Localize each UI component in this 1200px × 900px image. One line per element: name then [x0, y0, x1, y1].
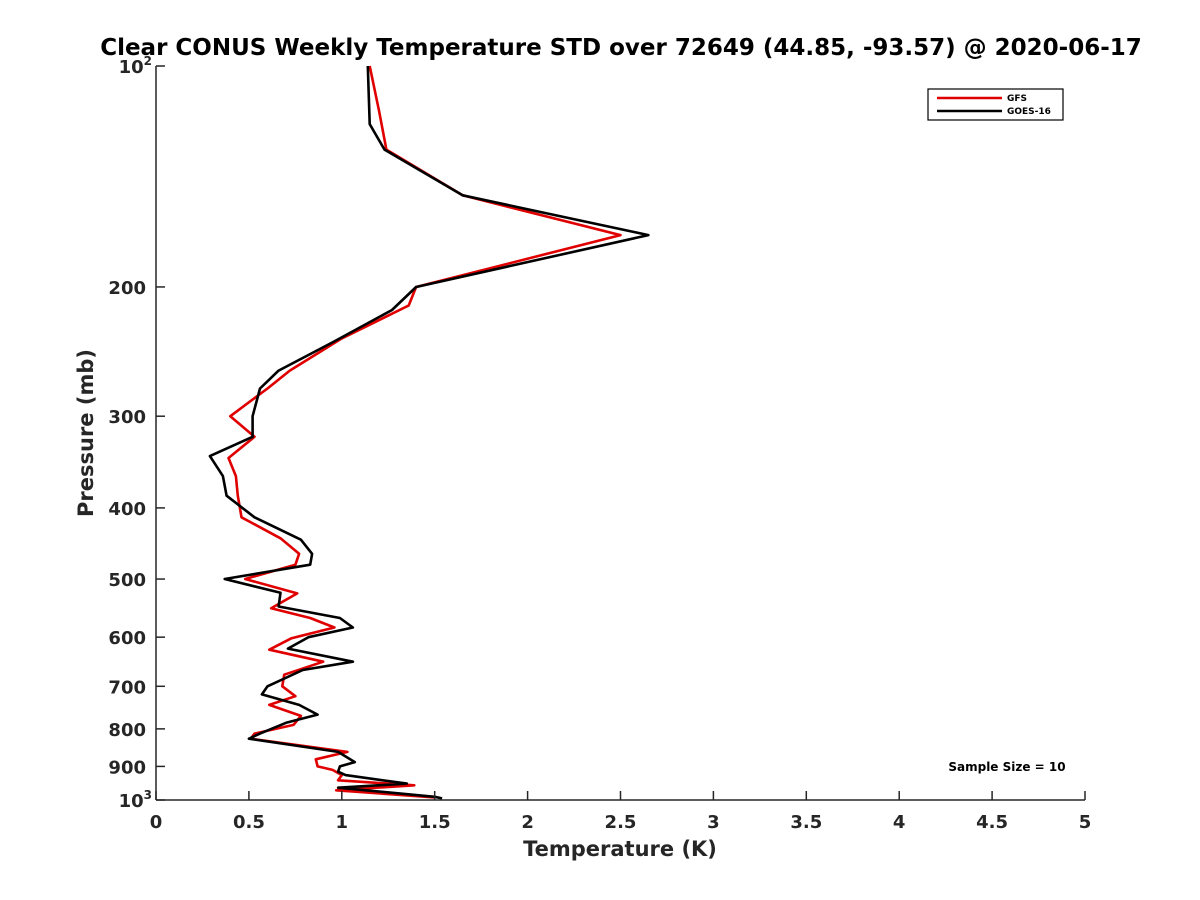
y-tick-label: 500 [108, 570, 146, 591]
x-tick-label: 0.5 [233, 812, 265, 833]
x-axis-ticks: 0 0.5 1 1.5 2 2.5 3 3.5 4 4.5 5 [150, 791, 1092, 833]
x-tick-label: 2 [521, 812, 534, 833]
x-tick-label: 3.5 [790, 812, 822, 833]
x-axis-label: Temperature (K) [523, 837, 717, 861]
y-tick-label: 102 [119, 54, 152, 78]
y-tick-label: 800 [108, 720, 146, 741]
series-line-goes-16 [208, 65, 650, 800]
x-tick-label: 4 [893, 812, 906, 833]
x-tick-label: 3 [707, 812, 720, 833]
y-tick-label: 700 [108, 677, 146, 698]
x-tick-label: 1 [336, 812, 349, 833]
x-tick-label: 1.5 [419, 812, 451, 833]
legend: GFS GOES-16 [927, 88, 1064, 121]
series-layer [208, 65, 650, 800]
legend-label: GOES-16 [1007, 107, 1051, 117]
chart-title: Clear CONUS Weekly Temperature STD over … [100, 35, 1142, 61]
y-tick-label: 900 [108, 757, 146, 778]
series-line-gfs [227, 65, 622, 799]
x-tick-label: 4.5 [976, 812, 1008, 833]
y-tick-label: 300 [108, 407, 146, 428]
y-axis-ticks: 102 200 300 400 500 600 700 800 900 103 [108, 54, 165, 812]
x-tick-label: 0 [150, 812, 163, 833]
y-tick-label: 103 [119, 788, 152, 812]
legend-label: GFS [1007, 94, 1027, 104]
plot-area: 0 0.5 1 1.5 2 2.5 3 3.5 4 4.5 5 102 200 300 400 500 600… [108, 54, 1091, 833]
legend-box [927, 88, 1064, 121]
sample-size-annotation: Sample Size = 10 [948, 760, 1065, 774]
x-tick-label: 5 [1079, 812, 1092, 833]
y-tick-label: 400 [108, 499, 146, 520]
y-tick-label: 600 [108, 628, 146, 649]
x-tick-label: 2.5 [605, 812, 637, 833]
y-tick-label: 200 [108, 278, 146, 299]
y-axis-label: Pressure (mb) [74, 349, 98, 517]
